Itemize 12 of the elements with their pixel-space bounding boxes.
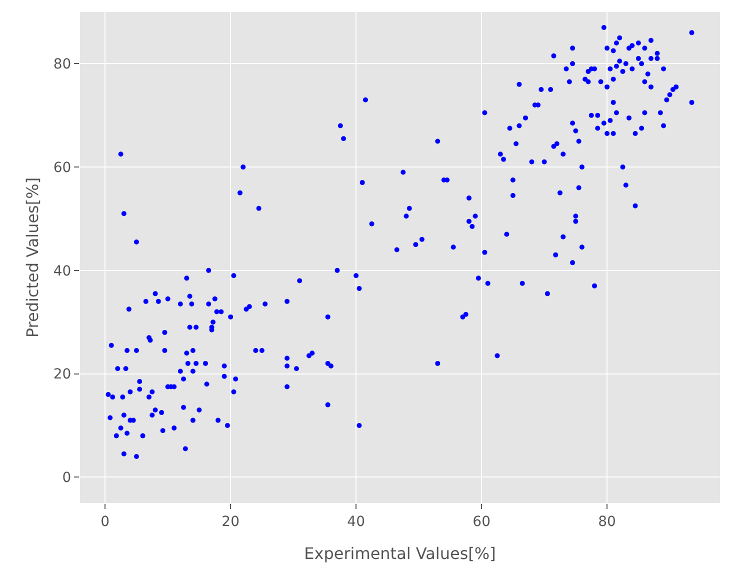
x-tick-label: 80 (598, 514, 616, 530)
x-axis-title: Experimental Values[%] (304, 544, 496, 563)
y-tick-label: 20 (53, 366, 72, 383)
y-tick-label: 40 (53, 263, 72, 280)
y-tick-label: 0 (62, 470, 72, 486)
x-tick-label: 40 (347, 514, 365, 530)
y-axis-title: Predicted Values[%] (23, 177, 42, 338)
y-tick-label: 80 (53, 56, 72, 73)
x-tick-label: 20 (222, 514, 240, 530)
y-tick-label: 60 (53, 160, 72, 176)
x-tick-label: 60 (472, 514, 490, 530)
x-tick-label: 0 (100, 514, 110, 530)
